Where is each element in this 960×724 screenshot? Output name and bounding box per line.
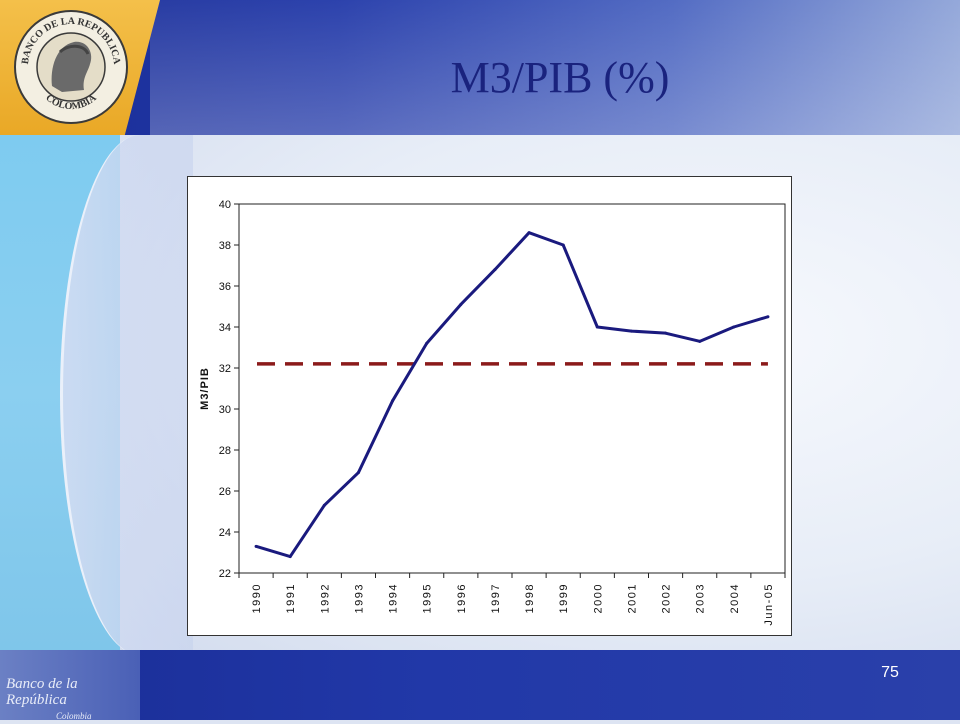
x-tick-label: 1996 [456, 583, 468, 613]
y-tick-label: 40 [219, 199, 231, 211]
y-tick-label: 32 [219, 363, 231, 375]
data-point [288, 555, 292, 559]
x-tick-label: 2004 [729, 583, 741, 613]
header-band [0, 0, 960, 135]
data-point [322, 503, 326, 507]
bank-seal-logo: BANCO DE LA REPUBLICA COLOMBIA [14, 10, 128, 124]
data-point [254, 544, 258, 548]
x-tick-label: 1994 [388, 583, 400, 613]
background-curve [60, 135, 193, 655]
y-tick-label: 28 [219, 445, 231, 457]
y-tick-label: 24 [219, 527, 231, 539]
y-tick-label: 30 [219, 404, 231, 416]
page-number: 75 [881, 664, 899, 681]
data-point [732, 325, 736, 329]
x-tick-label: 1998 [524, 583, 536, 613]
chart-frame: 22 24 26 28 30 32 34 36 38 40 1990 1991 1992 1993 1994… [187, 176, 792, 636]
data-point [698, 339, 702, 343]
series-line [255, 231, 769, 559]
slide-title: M3/PIB (%) [450, 53, 670, 102]
data-point [493, 268, 497, 272]
data-point [595, 325, 599, 329]
data-point [561, 243, 565, 247]
data-point [664, 331, 668, 335]
x-tick-label: 2000 [592, 583, 604, 613]
header-gloss [150, 0, 960, 135]
data-point [391, 399, 395, 403]
x-tick-label: 2003 [695, 583, 707, 613]
x-tick-label: 2001 [626, 583, 638, 613]
x-tick-label: 1992 [319, 583, 331, 613]
data-point [425, 341, 429, 345]
x-tick-label: 1990 [251, 583, 263, 613]
data-point [766, 315, 770, 319]
data-point [527, 231, 531, 235]
x-tick-label: 2002 [661, 583, 673, 613]
plot-area [238, 203, 786, 574]
x-tick-label: Jun-05 [763, 583, 775, 626]
y-tick-label: 26 [219, 486, 231, 498]
x-tick-label: 1993 [353, 583, 365, 613]
x-tick-label: 1999 [558, 583, 570, 613]
footer-logo-name: Banco de la República [6, 676, 78, 708]
y-tick-label: 22 [219, 568, 231, 580]
footer-band [0, 650, 960, 720]
data-point [459, 302, 463, 306]
y-tick-label: 38 [219, 240, 231, 252]
y-tick-label: 34 [219, 322, 231, 334]
data-point [356, 471, 360, 475]
footer-logo-panel [0, 650, 140, 720]
footer-logo-country: Colombia [56, 711, 92, 721]
data-point [629, 329, 633, 333]
y-tick-label: 36 [219, 281, 231, 293]
x-tick-label: 1995 [422, 583, 434, 613]
footer-logo: Banco de la República Colombia [6, 676, 136, 724]
x-tick-label: 1997 [490, 583, 502, 613]
y-axis-title: M3/PIB [199, 367, 211, 410]
x-tick-label: 1991 [285, 583, 297, 613]
line-chart: 22 24 26 28 30 32 34 36 38 40 1990 1991 1992 1993 1994… [199, 199, 786, 626]
